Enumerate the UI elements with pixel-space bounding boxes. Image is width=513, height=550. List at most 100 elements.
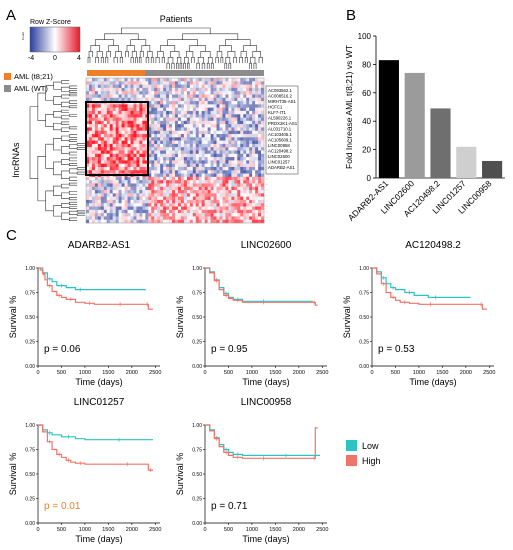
heatmap-cell [175,137,179,141]
heatmap-cell [148,170,152,174]
heatmap-cell [198,150,202,154]
heatmap-cell [216,163,220,168]
heatmap-cell [175,163,179,168]
heatmap-cell [154,173,158,178]
heatmap-cell [136,199,140,204]
heatmap-cell [189,94,193,98]
heatmap-cell [222,157,226,161]
heatmap-cell [192,150,196,154]
heatmap-cell [228,219,232,224]
heatmap-cell [228,166,232,171]
km-p-value: p = 0.95 [211,344,248,355]
heatmap-cell [100,81,104,85]
heatmap-cell [252,94,256,98]
heatmap-cell [201,120,205,125]
heatmap-cell [142,203,146,207]
heatmap-cell [243,170,247,174]
heatmap-cell [243,206,247,211]
dendrogram-branch [61,94,70,99]
heatmap-cell [109,153,113,158]
heatmap-cell [225,120,229,125]
heatmap-cell [148,193,152,197]
heatmap-cell [246,153,250,158]
heatmap-cell [180,87,185,92]
heatmap-cell [115,124,119,128]
heatmap-cell [130,206,134,211]
heatmap-cell [177,140,182,145]
heatmap-cell [109,147,113,151]
heatmap-cell [133,147,137,151]
heatmap-cell [201,160,205,164]
heatmap-cell [222,97,226,102]
heatmap-cell [219,170,223,174]
heatmap-cell [133,91,137,95]
km-y-label: Survival % [175,296,185,339]
heatmap-cell [154,203,158,207]
heatmap-cell [177,120,182,125]
heatmap-cell [222,127,226,131]
heatmap-cell [148,209,152,214]
heatmap-cell [231,206,235,211]
heatmap-cell [133,78,137,82]
heatmap-cell [175,97,179,102]
heatmap-cell [172,193,176,197]
heatmap-cell [228,78,232,82]
heatmap-cell [163,124,167,128]
heatmap-cell [148,94,152,98]
heatmap-cell [234,87,238,92]
heatmap-cell [219,87,223,92]
heatmap-cell [219,134,223,138]
heatmap-cell [258,110,262,115]
heatmap-cell [103,206,107,211]
heatmap-cell [192,173,196,178]
dendrogram-branch [250,56,256,64]
heatmap-cell [186,81,191,85]
heatmap-cell [127,97,131,102]
heatmap-cell [160,183,164,187]
heatmap-cell [183,84,188,89]
heatmap-cell [88,78,93,82]
heatmap-cell [189,150,193,154]
heatmap-cell [195,176,199,181]
heatmap-cell [189,219,193,224]
heatmap-cell [216,166,220,171]
gene-label: LINC02600 [268,154,290,159]
heatmap-cell [231,157,235,161]
heatmap-cell [97,196,102,201]
heatmap-cell [183,147,188,151]
gene-label: LINC01257 [268,160,290,165]
heatmap-cell [243,216,247,220]
heatmap-cell [100,150,104,154]
heatmap-cell [106,114,110,118]
heatmap-cell [112,84,116,89]
heatmap-cell [154,110,158,115]
heatmap-cell [91,160,96,164]
heatmap-cell [237,124,241,128]
dendrogram-branch [61,203,70,208]
heatmap-cell [237,114,241,118]
heatmap-cell [88,94,93,98]
heatmap-cell [243,196,247,201]
heatmap-cell [255,84,259,89]
dendrogram-branch [249,62,252,69]
heatmap-cell [139,134,143,138]
heatmap-cell [222,147,226,151]
heatmap-cell [204,153,208,158]
heatmap-cell [177,213,182,217]
heatmap-cell [204,173,208,178]
heatmap-cell [183,219,188,224]
heatmap-cell [228,104,232,108]
heatmap-cell [210,176,214,181]
heatmap-cell [100,84,104,89]
heatmap-cell [130,94,134,98]
heatmap-cell [246,150,250,154]
heatmap-cell [231,78,235,82]
heatmap-cell [210,130,214,135]
heatmap-cell [154,199,158,204]
heatmap-cell [201,193,205,197]
km-series-high [205,424,318,459]
dendrogram-branch [61,109,70,113]
heatmap-cell [157,107,161,112]
heatmap-cell [252,78,256,82]
heatmap-cell [166,183,170,187]
